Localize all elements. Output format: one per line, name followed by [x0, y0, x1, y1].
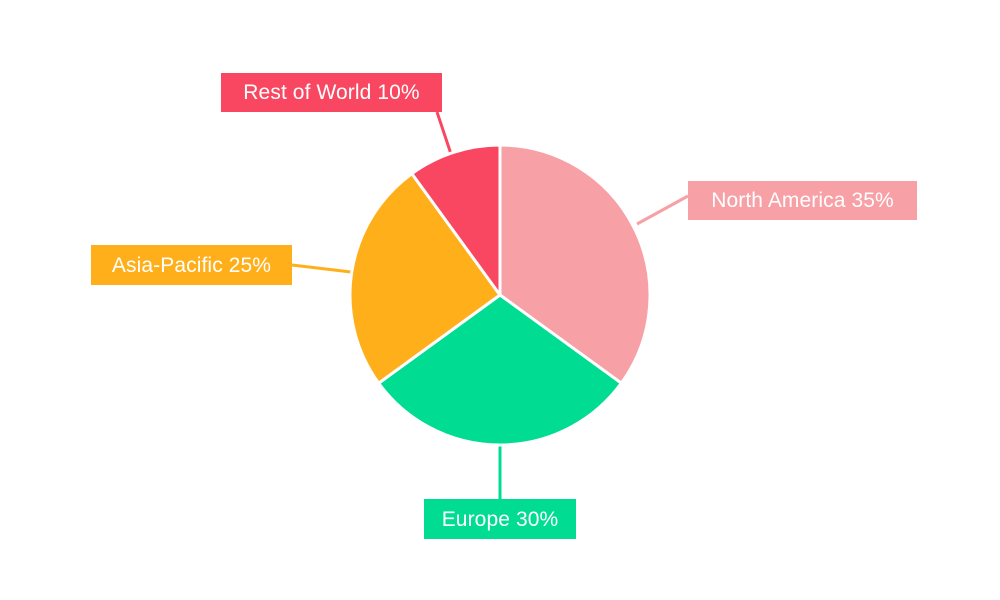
slice-label-north-america[interactable]: North America 35% — [688, 181, 917, 220]
pie-slice-asia-pacific[interactable] — [348, 172, 502, 385]
slice-label-rest-of-world[interactable]: Rest of World 10% — [221, 73, 442, 112]
pie-slice-north-america[interactable] — [498, 143, 652, 385]
slice-label-text: Europe 30% — [441, 507, 559, 531]
slice-label-asia-pacific[interactable]: Asia-Pacific 25% — [91, 245, 292, 285]
leader-line-asia-pacific — [291, 263, 352, 274]
leader-line-rest-of-world — [435, 111, 454, 158]
leader-lines — [291, 111, 689, 499]
slice-label-text: North America 35% — [711, 189, 894, 212]
slice-label-text: Rest of World 10% — [243, 81, 420, 104]
pie-slice-rest-of-world[interactable] — [410, 143, 502, 297]
pie-slices — [348, 143, 652, 447]
pie-slice-europe[interactable] — [377, 293, 623, 447]
leader-line-north-america — [636, 194, 689, 226]
slice-label-text: Asia-Pacific 25% — [111, 253, 272, 277]
slice-label-europe[interactable]: Europe 30% — [424, 499, 576, 539]
